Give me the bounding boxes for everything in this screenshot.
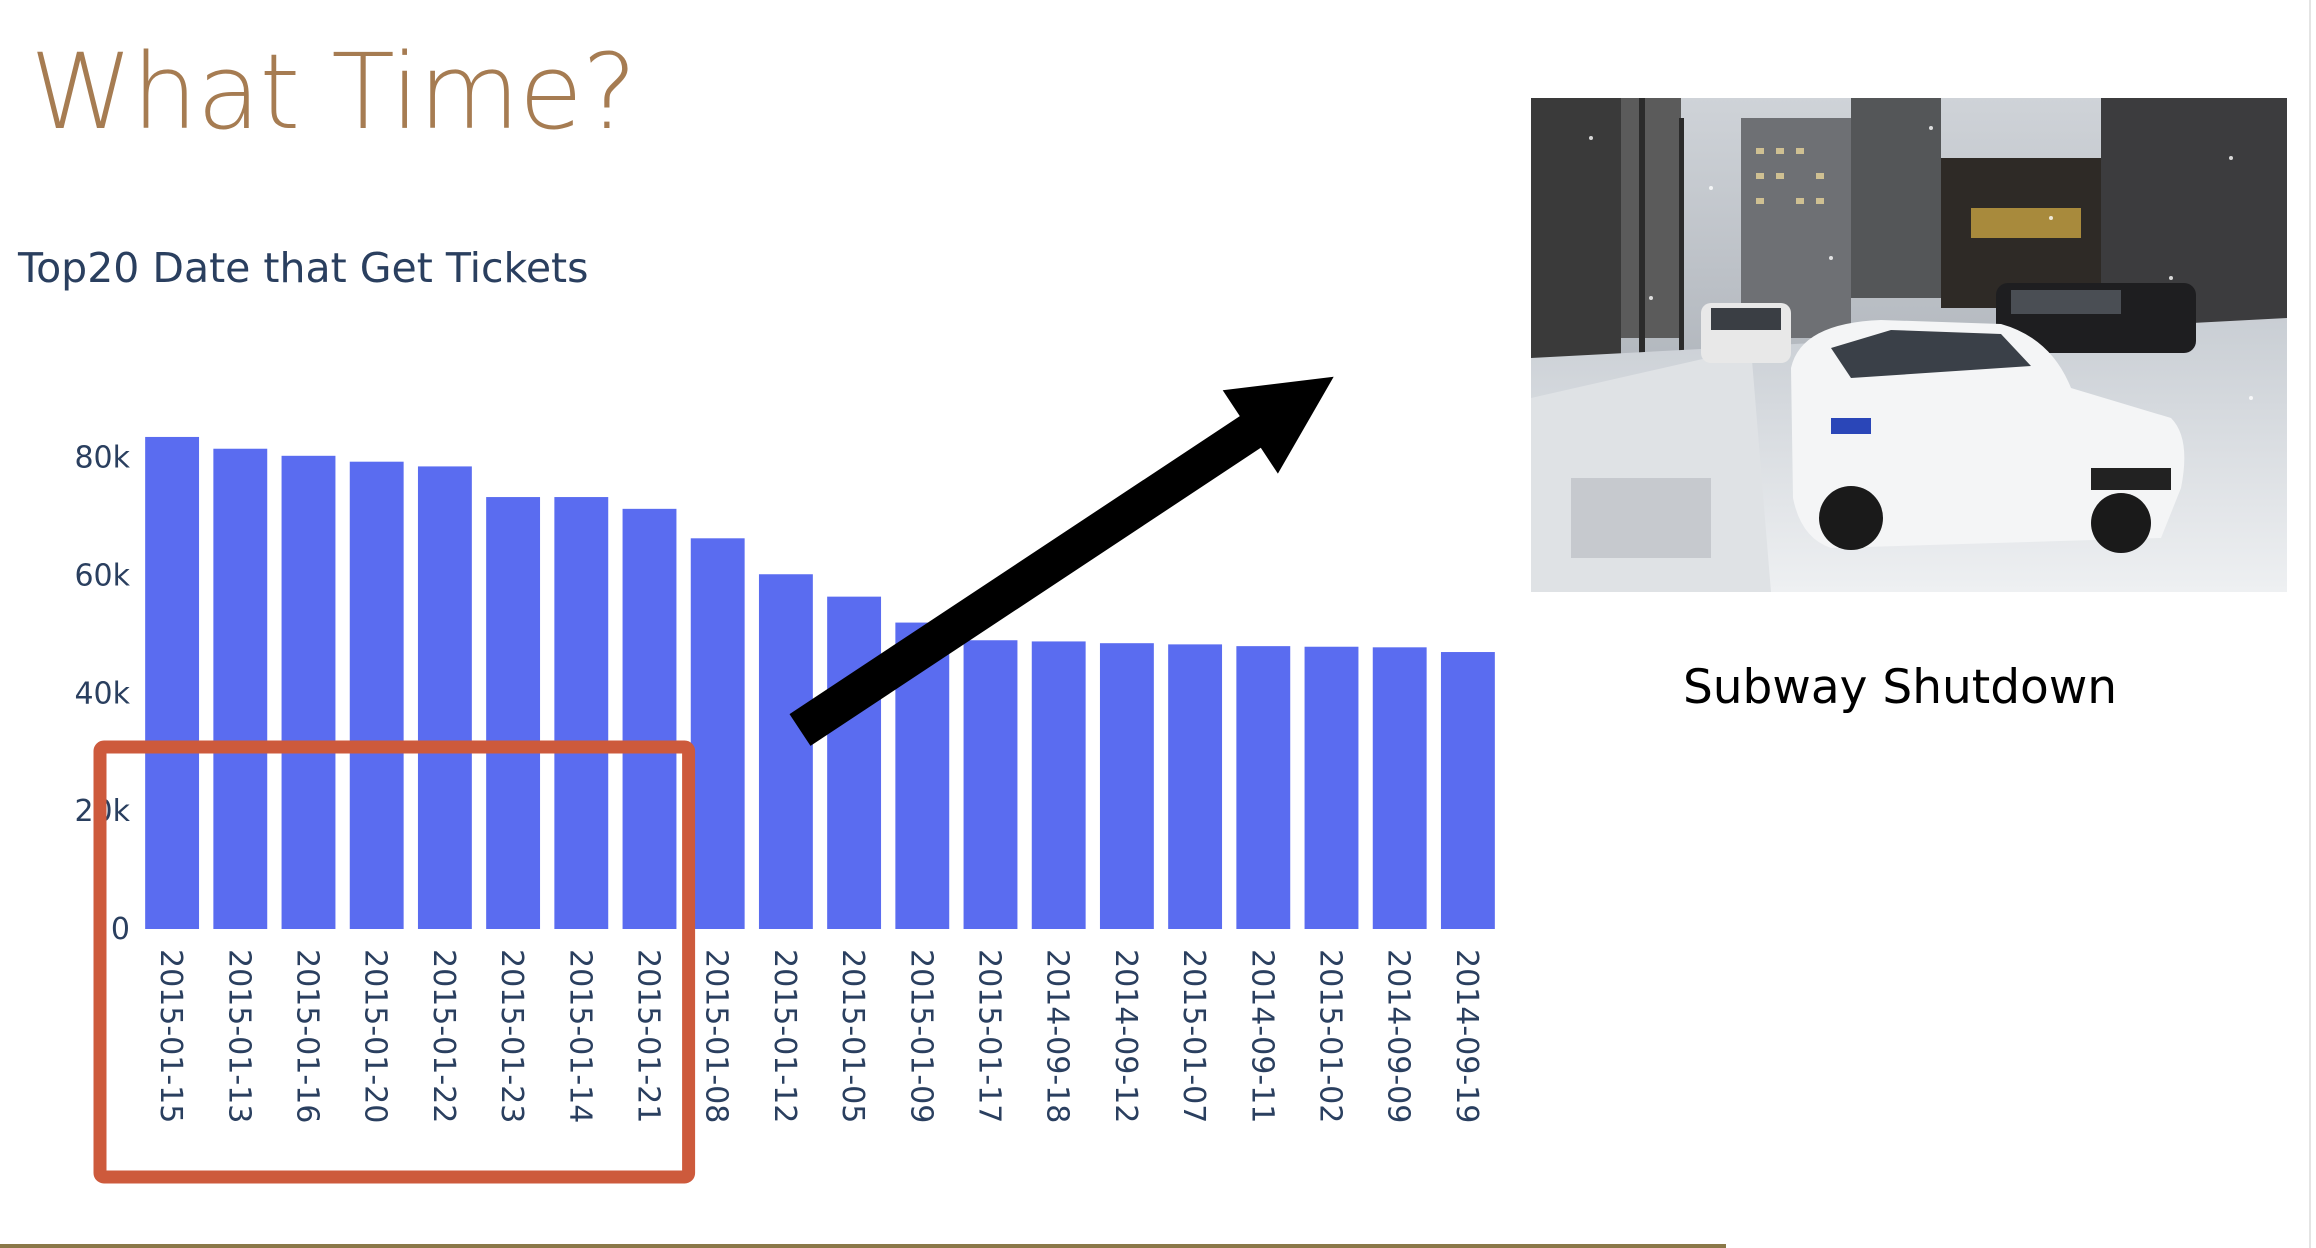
slide-bottom-rule [0, 1244, 1726, 1248]
bar [554, 497, 609, 929]
y-tick-label: 40k [74, 676, 130, 711]
x-tick-label: 2015-01-20 [358, 949, 393, 1123]
snowy-street-photo [1531, 98, 2287, 592]
bar [1440, 652, 1495, 929]
bar [1236, 646, 1291, 929]
x-tick-label: 2014-09-09 [1381, 949, 1416, 1123]
x-tick-label: 2015-01-16 [290, 949, 325, 1123]
bar [486, 497, 541, 929]
x-tick-label: 2015-01-02 [1313, 949, 1348, 1123]
x-tick-label: 2015-01-09 [903, 949, 938, 1123]
x-tick-label: 2015-01-05 [835, 949, 870, 1123]
bar [145, 436, 200, 929]
bar [963, 640, 1018, 929]
x-tick-label: 2015-01-13 [221, 949, 256, 1123]
bar [1372, 647, 1427, 929]
bar [1304, 646, 1359, 929]
y-tick-label: 60k [74, 558, 130, 593]
x-tick-label: 2015-01-08 [699, 949, 734, 1123]
photo-caption: Subway Shutdown [1682, 660, 2118, 715]
slide-right-edge [2309, 0, 2311, 1248]
highlight-box [93, 740, 696, 1184]
chart-title: Top20 Date that Get Tickets [17, 244, 588, 292]
y-tick-label: 80k [74, 441, 130, 476]
snowy-street-police-car-photo [1531, 98, 2287, 592]
bar [827, 596, 882, 929]
bar [281, 455, 336, 929]
bar [690, 538, 745, 929]
bar [758, 574, 813, 929]
bar-chart: Top20 Date that Get Tickets 020k40k60k80… [17, 244, 1495, 1184]
x-tick-label: 2015-01-17 [972, 949, 1007, 1123]
x-tick-label: 2014-09-18 [1040, 949, 1075, 1123]
x-tick-label: 2015-01-23 [494, 949, 529, 1123]
x-tick-label: 2015-01-21 [631, 949, 666, 1123]
x-tick-label: 2014-09-11 [1244, 949, 1279, 1123]
bar [1031, 641, 1086, 929]
slide-title: What Time? [30, 31, 637, 153]
arrow-icon [789, 376, 1334, 746]
bar [1168, 644, 1223, 929]
x-tick-label: 2015-01-15 [153, 949, 188, 1123]
x-tick-label: 2014-09-19 [1449, 949, 1484, 1123]
bar [349, 461, 404, 929]
bar [622, 508, 677, 929]
x-tick-label: 2015-01-07 [1176, 949, 1211, 1123]
x-tick-label: 2014-09-12 [1108, 949, 1143, 1123]
bar [213, 448, 268, 929]
x-tick-label: 2015-01-22 [426, 949, 461, 1123]
bar [1099, 643, 1154, 929]
bars [145, 436, 1495, 929]
x-tick-label: 2015-01-14 [562, 949, 597, 1123]
x-axis-ticks: 2015-01-15 2015-01-13 2015-01-16 2015-01-20… [153, 949, 1484, 1123]
bar [417, 466, 472, 929]
y-tick-label: 0 [111, 912, 130, 947]
x-tick-label: 2015-01-12 [767, 949, 802, 1123]
